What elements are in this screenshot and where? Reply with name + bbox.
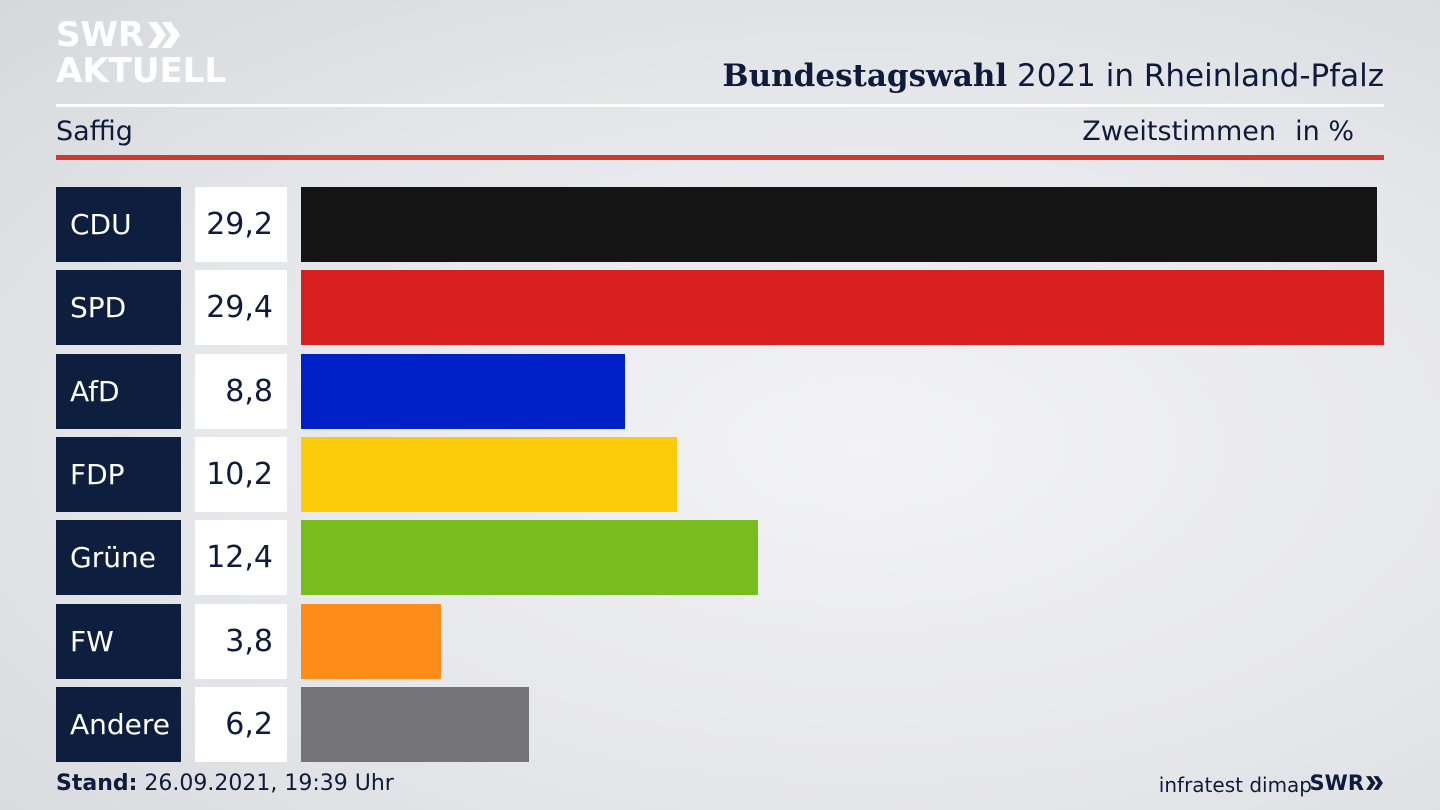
logo-swr-text: SWR (56, 15, 145, 55)
value-label: 6,2 (195, 687, 287, 762)
party-label: FW (56, 604, 181, 679)
unit-label: in % (1295, 116, 1354, 147)
accent-divider (56, 155, 1384, 160)
bar-row-cdu: CDU 29,2 (56, 187, 1384, 262)
title-rest: 2021 in Rheinland-Pfalz (1007, 58, 1384, 94)
bar-row-andere: Andere 6,2 (56, 687, 1384, 762)
bar (301, 604, 441, 679)
swr-aktuell-logo: SWR AKTUELL (56, 18, 226, 88)
timestamp: Stand: 26.09.2021, 19:39 Uhr (56, 771, 394, 796)
region-label: Saffig (56, 116, 133, 147)
party-label: Andere (56, 687, 181, 762)
bar (301, 520, 758, 595)
bar-row-fdp: FDP 10,2 (56, 437, 1384, 512)
party-label: SPD (56, 270, 181, 345)
value-label: 8,8 (195, 354, 287, 429)
title-bold: Bundestagswahl (722, 58, 1008, 94)
value-label: 12,4 (195, 520, 287, 595)
bar-row-grüne: Grüne 12,4 (56, 520, 1384, 595)
source-credit: infratest dimap (1158, 773, 1312, 797)
double-chevron-icon (1366, 776, 1383, 790)
stand-label: Stand: (56, 771, 138, 796)
page-title: Bundestagswahl 2021 in Rheinland-Pfalz (722, 58, 1384, 94)
footer-brand-text: SWR (1309, 771, 1364, 795)
bar (301, 687, 530, 762)
bar-row-afd: AfD 8,8 (56, 354, 1384, 429)
bar-row-fw: FW 3,8 (56, 604, 1384, 679)
header-divider (56, 104, 1384, 107)
stand-value: 26.09.2021, 19:39 Uhr (137, 771, 394, 796)
bar (301, 437, 677, 512)
bar (301, 354, 626, 429)
logo-aktuell-text: AKTUELL (56, 51, 227, 91)
value-label: 29,4 (195, 270, 287, 345)
party-label: Grüne (56, 520, 181, 595)
bar-row-spd: SPD 29,4 (56, 270, 1384, 345)
value-label: 10,2 (195, 437, 287, 512)
party-label: AfD (56, 354, 181, 429)
party-label: FDP (56, 437, 181, 512)
swr-footer-logo: SWR (1310, 771, 1384, 795)
value-label: 3,8 (195, 604, 287, 679)
vote-type-label: Zweitstimmen (1082, 116, 1276, 147)
value-label: 29,2 (195, 187, 287, 262)
double-chevron-icon (148, 22, 181, 48)
bar (301, 270, 1384, 345)
bar (301, 187, 1377, 262)
party-label: CDU (56, 187, 181, 262)
